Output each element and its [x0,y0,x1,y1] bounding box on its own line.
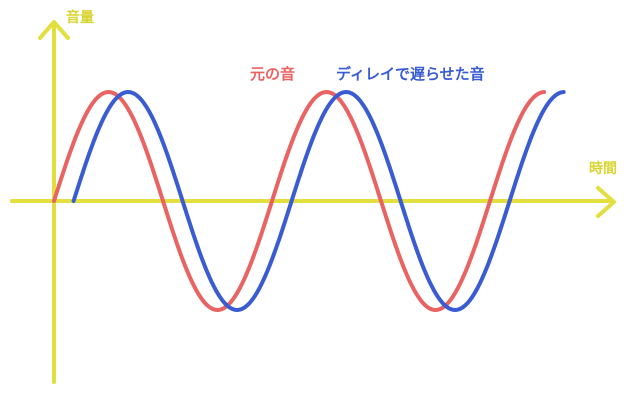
y-axis-arrowhead [38,20,70,40]
y-axis-label: 音量 [66,9,94,26]
original-sound-label: 元の音 [250,65,295,83]
original-sound-wave [52,90,546,312]
x-axis-arrowhead [596,186,616,218]
delayed-sound-label: ディレイで遅らせた音 [336,65,485,83]
delayed-sound-wave [71,90,566,312]
x-axis-label: 時間 [589,160,617,177]
